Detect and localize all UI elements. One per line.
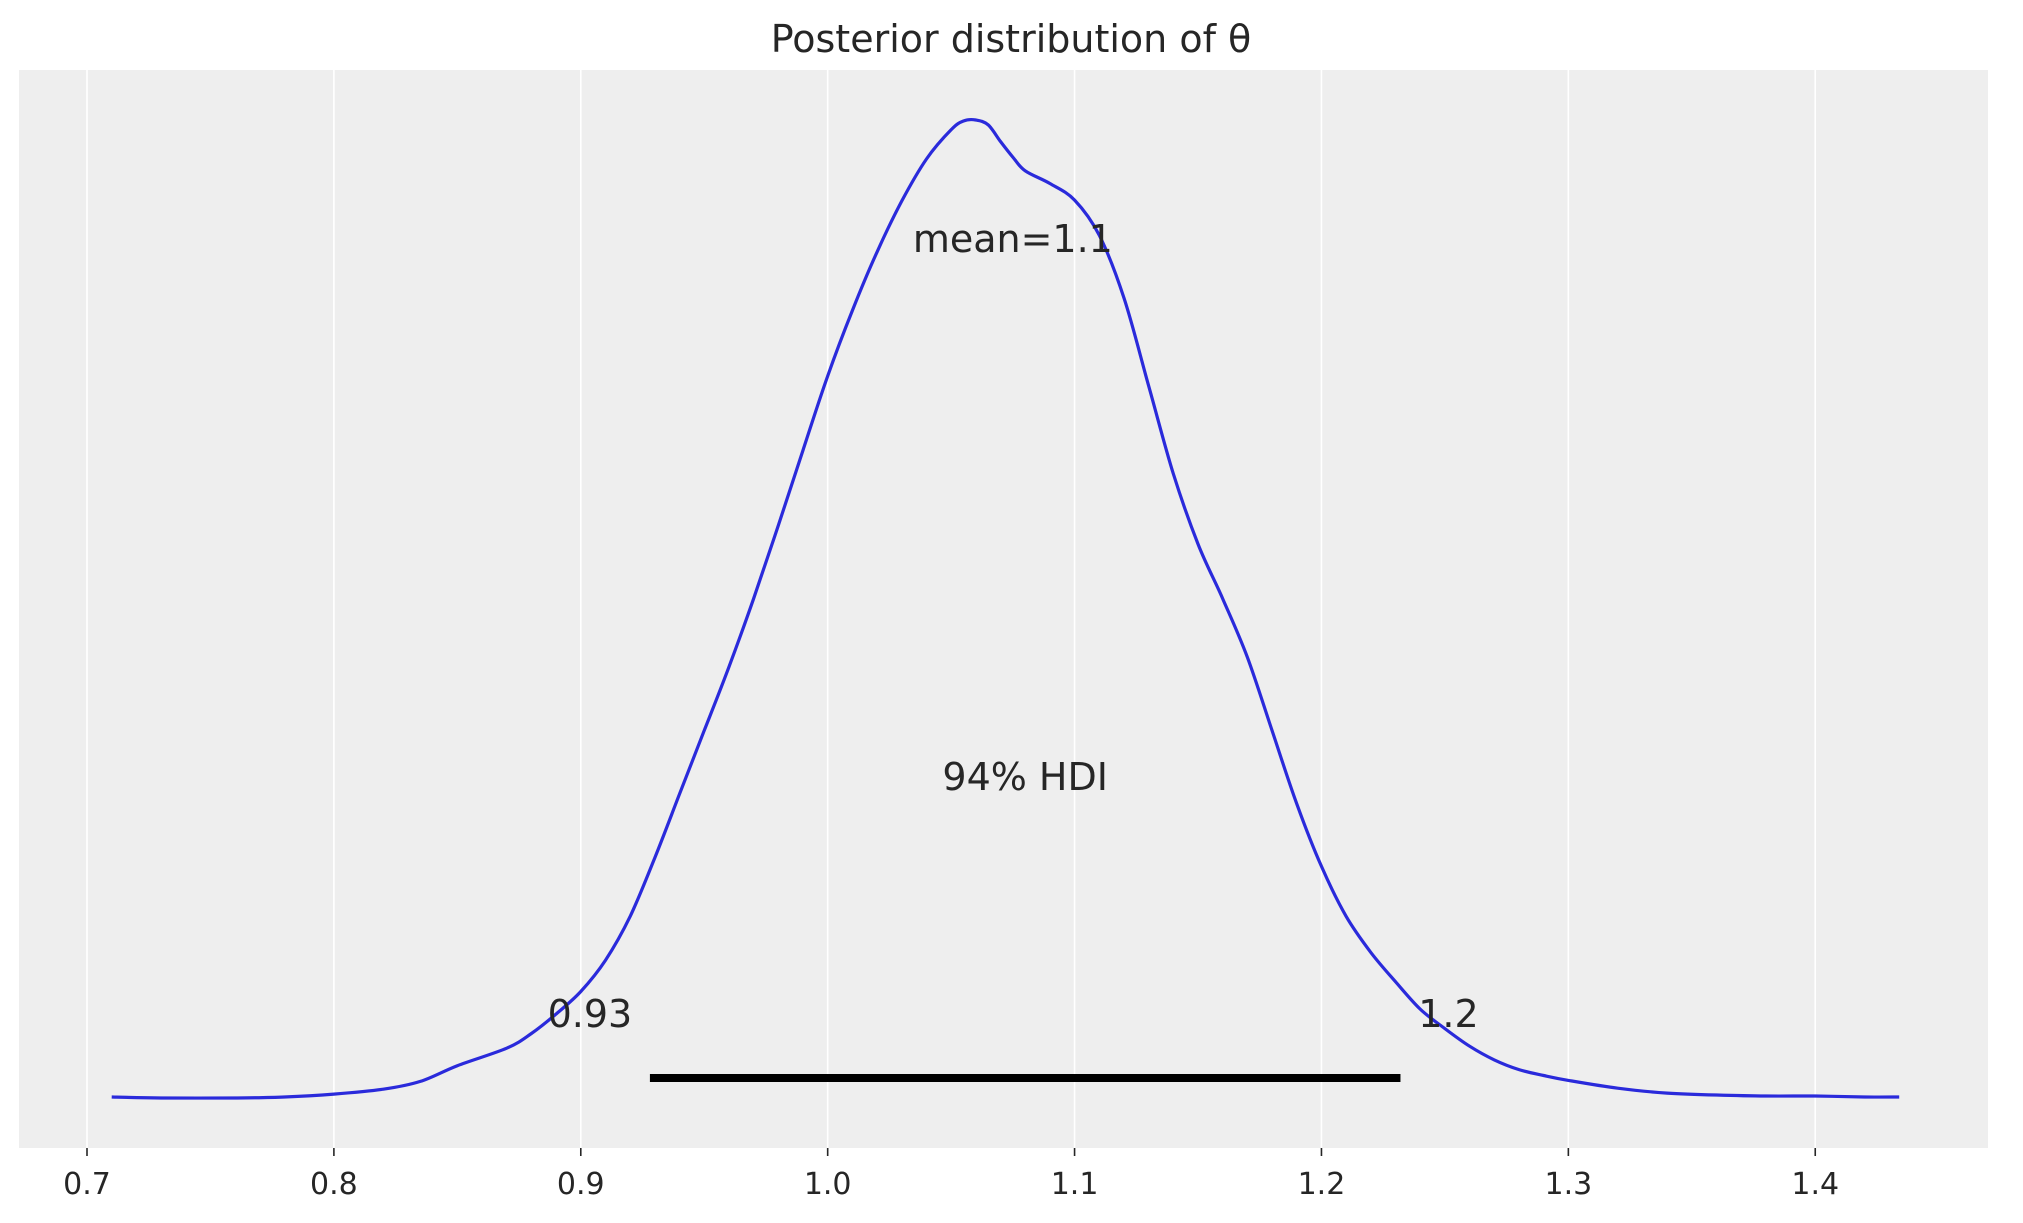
x-tick-label: 0.9 — [557, 1167, 605, 1202]
x-tick-label: 0.8 — [310, 1167, 358, 1202]
x-tick-label: 1.2 — [1298, 1167, 1346, 1202]
grid-lines — [86, 70, 1817, 1148]
hdi-high-label: 1.2 — [1418, 992, 1478, 1036]
x-tick-label: 1.3 — [1544, 1167, 1592, 1202]
x-axis-ticks: 0.7 0.8 0.9 1.0 1.1 1.2 1.3 1.4 — [63, 1148, 1839, 1202]
series-layer — [111, 117, 1900, 1100]
hdi-label: 94% HDI — [942, 755, 1108, 799]
x-tick-label: 1.0 — [804, 1167, 852, 1202]
mean-label: mean=1.1 — [913, 217, 1113, 261]
x-tick-label: 0.7 — [63, 1167, 111, 1202]
hdi-low-label: 0.93 — [548, 992, 633, 1036]
x-tick-label: 1.4 — [1791, 1167, 1839, 1202]
density-line — [111, 117, 1900, 1100]
x-tick-label: 1.1 — [1051, 1167, 1099, 1202]
chart-title: Posterior distribution of θ — [771, 17, 1252, 61]
annotation-layer: mean=1.1 94% HDI 0.93 1.2 — [548, 217, 1479, 1036]
plot-area — [19, 70, 1988, 1148]
